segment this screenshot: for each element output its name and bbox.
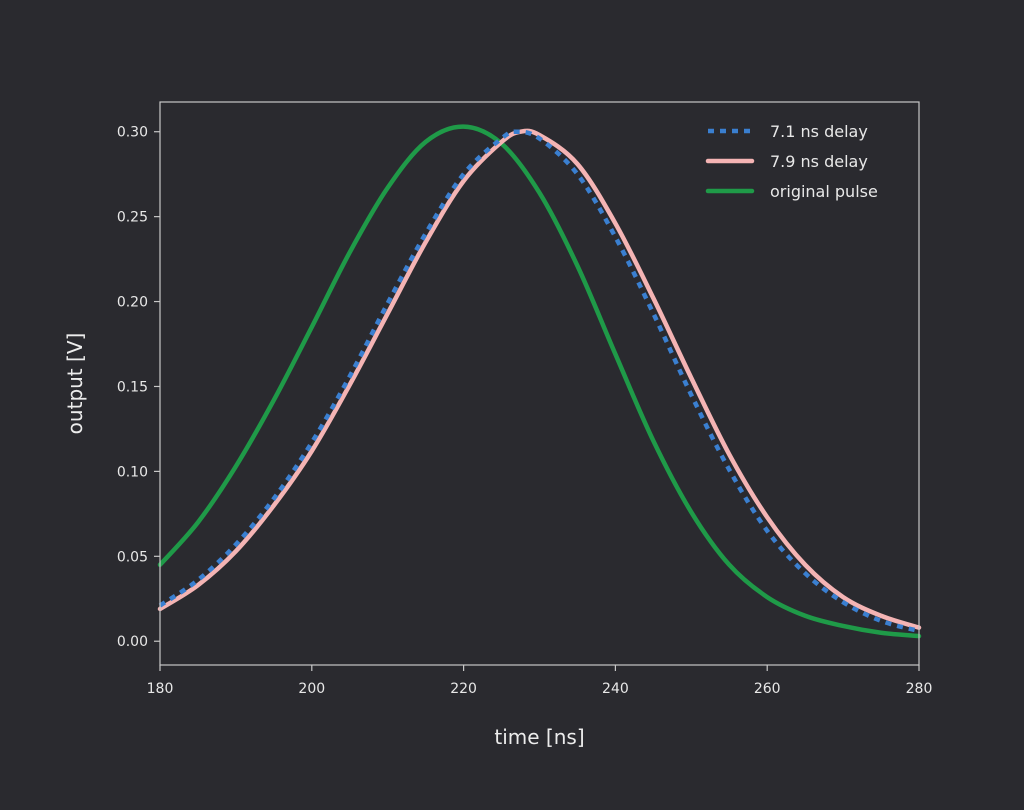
y-tick-label: 0.30 bbox=[117, 125, 148, 141]
x-tick-label: 280 bbox=[906, 681, 933, 697]
y-tick-label: 0.15 bbox=[117, 379, 148, 395]
plot-lines bbox=[157, 124, 922, 639]
x-tick-label: 260 bbox=[754, 681, 781, 697]
legend-label-2: original pulse bbox=[770, 182, 878, 201]
legend-label-0: 7.1 ns delay bbox=[770, 122, 868, 141]
y-tick-label: 0.05 bbox=[117, 549, 148, 565]
y-tick-label: 0.25 bbox=[117, 210, 148, 226]
x-tick-label: 200 bbox=[298, 681, 325, 697]
series-line-1 bbox=[157, 128, 922, 630]
x-tick-label: 240 bbox=[602, 681, 629, 697]
x-axis-ticks: 180 200 220 240 260 280 bbox=[147, 665, 933, 697]
y-axis-label: output [V] bbox=[63, 333, 87, 435]
legend-label-1: 7.9 ns delay bbox=[770, 152, 868, 171]
series-line-0 bbox=[158, 129, 920, 634]
x-tick-label: 180 bbox=[147, 681, 174, 697]
x-axis-label: time [ns] bbox=[494, 725, 584, 749]
legend: 7.1 ns delay 7.9 ns delay original pulse bbox=[705, 122, 878, 201]
y-tick-label: 0.00 bbox=[117, 634, 148, 650]
y-tick-label: 0.10 bbox=[117, 464, 148, 480]
series-line-2 bbox=[157, 124, 922, 639]
x-tick-label: 220 bbox=[450, 681, 477, 697]
plot-frame bbox=[159, 101, 920, 666]
y-axis-ticks: 0.00 0.05 0.10 0.15 0.20 0.25 0.30 bbox=[117, 125, 160, 650]
y-tick-label: 0.20 bbox=[117, 295, 148, 311]
